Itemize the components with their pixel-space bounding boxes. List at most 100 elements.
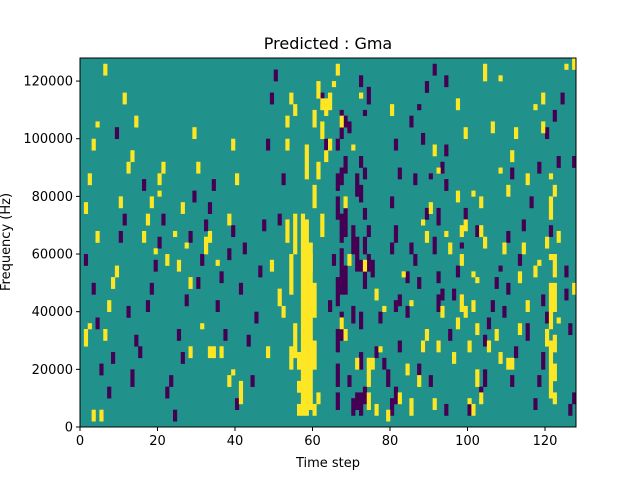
heatmap-cell-low	[397, 294, 402, 307]
y-tick-label: 80000	[32, 190, 73, 205]
heatmap-cell-high	[343, 328, 348, 341]
heatmap-cell-high	[533, 265, 538, 278]
heatmap-cell-low	[506, 282, 511, 295]
heatmap-cell-high	[572, 58, 577, 70]
heatmap-cell-high	[281, 305, 286, 318]
heatmap-cell-high	[463, 305, 468, 318]
heatmap-cell-low	[324, 138, 329, 151]
heatmap-cell-low	[393, 300, 399, 312]
heatmap-cell-low	[157, 236, 162, 249]
heatmap-cell-low	[343, 265, 348, 295]
x-tick-label: 60	[304, 434, 321, 449]
heatmap-cell-high	[289, 254, 294, 295]
heatmap-cell-low	[176, 328, 182, 341]
heatmap-cell-high	[401, 271, 406, 278]
heatmap-cell-high	[289, 92, 294, 105]
heatmap-cell-low	[238, 282, 244, 295]
heatmap-cell-low	[359, 75, 364, 88]
heatmap-cell-low	[339, 213, 344, 243]
plot-frame	[79, 57, 577, 428]
heatmap-cell-high	[378, 346, 383, 353]
heatmap-cell-high	[165, 254, 170, 266]
heatmap-cell-low	[506, 230, 511, 243]
heatmap-cell-low	[568, 403, 573, 416]
heatmap-cell-high	[293, 104, 298, 116]
heatmap-cell-high	[486, 340, 492, 353]
heatmap-cell-high	[479, 196, 484, 209]
heatmap-cell-high	[370, 357, 375, 370]
heatmap-cell-high	[432, 144, 437, 157]
plot-area	[80, 58, 577, 427]
heatmap-cell-low	[335, 392, 340, 411]
heatmap-cell-high	[382, 305, 387, 312]
heatmap-cell-low	[521, 219, 526, 232]
heatmap-cell-low	[424, 207, 430, 220]
heatmap-cell-low	[572, 156, 577, 168]
heatmap-cell-low	[196, 277, 201, 289]
heatmap-cell-high	[556, 317, 561, 324]
heatmap-cell-high	[552, 392, 557, 405]
heatmap-cell-high	[432, 398, 437, 410]
heatmap-cell-high	[351, 144, 356, 151]
heatmap-cell-high	[479, 392, 484, 405]
heatmap-cell-high	[316, 392, 321, 405]
heatmap-cell-low	[374, 346, 379, 359]
heatmap-cell-low	[246, 334, 251, 347]
heatmap-cell-low	[277, 213, 282, 226]
x-tick-label: 0	[76, 434, 84, 449]
heatmap-cell-low	[335, 173, 340, 191]
heatmap-cell-low	[355, 173, 360, 197]
heatmap-cell-high	[188, 346, 193, 359]
heatmap-cell-high	[521, 242, 526, 255]
heatmap-cell-low	[114, 127, 120, 140]
heatmap-cell-high	[328, 138, 333, 151]
heatmap-cell-low	[378, 311, 383, 324]
heatmap-cell-high	[312, 282, 317, 318]
heatmap-cell-high	[269, 259, 275, 272]
heatmap-cell-high	[552, 282, 557, 312]
heatmap-cell-high	[308, 254, 313, 410]
heatmap-cell-high	[83, 328, 89, 347]
heatmap-cell-high	[95, 121, 100, 128]
heatmap-cell-high	[459, 294, 464, 312]
heatmap-cell-low	[351, 398, 356, 416]
heatmap-cell-high	[111, 277, 116, 289]
heatmap-cell-low	[126, 305, 131, 318]
heatmap-cell-high	[130, 150, 135, 163]
y-axis: 0 20000 40000 60000 80000 100000 120000	[23, 75, 80, 436]
heatmap-cell-low	[409, 242, 414, 255]
y-tick-label: 100000	[23, 132, 73, 147]
heatmap-cell-high	[157, 173, 162, 186]
heatmap-cell-high	[339, 115, 344, 128]
heatmap-cell-high	[355, 357, 360, 370]
heatmap-cell-high	[537, 259, 542, 266]
heatmap-cell-high	[545, 236, 550, 249]
heatmap-cell-high	[297, 380, 302, 393]
heatmap-cell-high	[541, 92, 546, 105]
heatmap-cell-low	[428, 375, 433, 387]
heatmap-cell-low	[459, 242, 464, 249]
heatmap-cell-high	[483, 63, 488, 82]
heatmap-cell-low	[564, 265, 569, 278]
heatmap-cell-low	[393, 386, 399, 405]
heatmap-cell-low	[452, 288, 457, 301]
heatmap-cell-low	[359, 311, 364, 330]
y-tick-label: 60000	[32, 248, 73, 263]
heatmap-cell-low	[494, 277, 499, 289]
heatmap-cell-low	[269, 92, 275, 105]
heatmap-cell-high	[498, 352, 503, 364]
heatmap-cell-high	[308, 242, 313, 272]
heatmap-cell-high	[541, 121, 546, 134]
heatmap-cell-high	[324, 150, 329, 163]
heatmap-cell-high	[417, 375, 422, 387]
heatmap-cell-low	[467, 403, 472, 416]
heatmap-cell-low	[207, 202, 213, 214]
heatmap-cell-low	[483, 369, 488, 387]
heatmap-cell-high	[277, 288, 282, 307]
heatmap-cell-low	[436, 207, 441, 226]
heatmap-cell-low	[463, 207, 468, 220]
heatmap-cell-low	[444, 75, 449, 88]
heatmap-cell-low	[343, 115, 348, 128]
heatmap-cell-low	[362, 271, 368, 289]
